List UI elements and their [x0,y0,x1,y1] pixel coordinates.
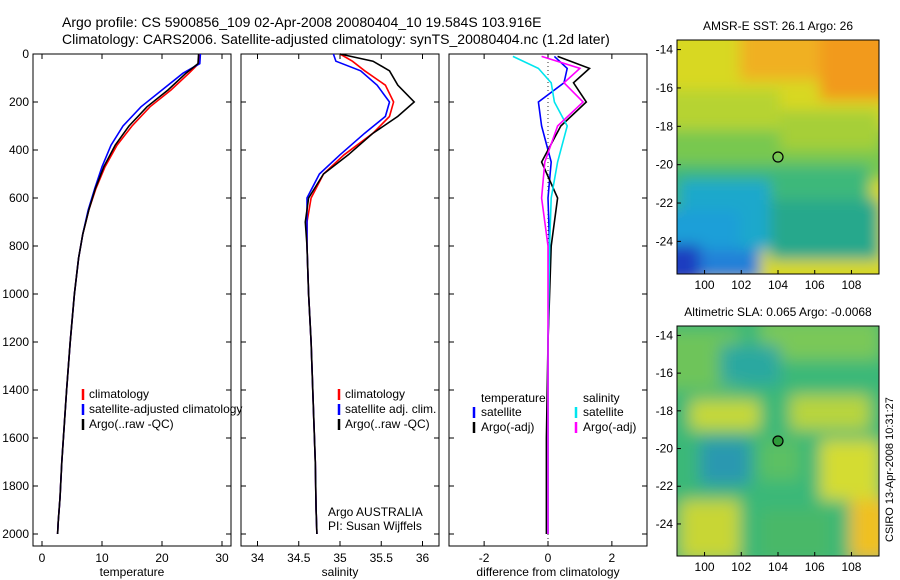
x-tick-label: 34.5 [287,551,311,565]
y-tick-label: 1800 [2,479,29,493]
map-y-tick-label: -14 [656,43,674,57]
y-tick-label: 2000 [2,527,29,541]
map-y-tick-label: -20 [656,158,674,172]
legend-entry: satellite-adjusted climatology [89,402,242,416]
map-y-tick-label: -14 [656,328,674,342]
y-tick-label: 1600 [2,431,29,445]
legend-entry: Argo(..raw -QC) [89,417,174,431]
legend-group-title: salinity [583,391,620,405]
map-x-tick-label: 100 [695,278,715,292]
y-tick-label: 600 [9,191,29,205]
sst-map-title: AMSR-E SST: 26.1 Argo: 26 [703,19,853,33]
map-x-tick-label: 108 [841,560,861,574]
argo-credit-annotation: PI: Susan Wijffels [328,519,422,533]
map-y-tick-label: -16 [656,81,674,95]
legend-group-title: temperature [481,391,546,405]
y-tick-label: 400 [9,143,29,157]
x-tick-label: 20 [155,551,169,565]
legend-entry: satellite [481,405,522,419]
difference-xlabel: difference from climatology [476,565,619,579]
x-tick-label: 36 [416,551,430,565]
map-y-tick-label: -22 [656,196,674,210]
x-tick-label: -2 [479,551,490,565]
legend-entry: Argo(..raw -QC) [345,417,430,431]
map-y-tick-label: -16 [656,366,674,380]
x-tick-label: 0 [39,551,46,565]
footer-credit: CSIRO 13-Apr-2008 10:31:27 [884,397,896,542]
series-climatology [306,53,395,535]
map-x-tick-label: 106 [805,278,825,292]
legend-entry: climatology [89,387,149,401]
map-x-tick-label: 100 [695,560,715,574]
map-y-tick-label: -18 [656,404,674,418]
y-tick-label: 800 [9,239,29,253]
y-tick-label: 0 [22,47,29,61]
figure-title-line1: Argo profile: CS 5900856_109 02-Apr-2008… [62,14,542,30]
map-y-tick-label: -22 [656,479,674,493]
salinity-xlabel: salinity [322,565,359,579]
y-tick-label: 200 [9,95,29,109]
legend-entry: satellite [583,405,624,419]
x-tick-label: 34 [251,551,265,565]
map-x-tick-label: 104 [768,560,788,574]
y-tick-label: 1200 [2,335,29,349]
x-tick-label: 35 [333,551,347,565]
temperature-xlabel: temperature [100,565,165,579]
map-y-tick-label: -24 [656,517,674,531]
map-y-tick-label: -24 [656,234,674,248]
sla-map-title: Altimetric SLA: 0.065 Argo: -0.0068 [684,305,872,319]
x-tick-label: 2 [609,551,616,565]
legend-entry: satellite adj. clim. [345,402,436,416]
x-tick-label: 30 [215,551,229,565]
argo-float-marker-sla [772,435,784,447]
series-temperature-satellite [537,55,569,534]
map-x-tick-label: 106 [805,560,825,574]
argo-credit-annotation: Argo AUSTRALIA [328,505,423,519]
map-x-tick-label: 104 [768,278,788,292]
map-x-tick-label: 102 [731,278,751,292]
y-tick-label: 1400 [2,383,29,397]
salinity-panel: 34 34.5 35 35.5 36 salinity climatologysatelli… [240,53,440,579]
legend-entry: Argo(-adj) [481,420,534,434]
series-salinity-argo-adj- [540,55,585,534]
map-y-tick-label: -20 [656,442,674,456]
x-tick-label: 10 [95,551,109,565]
series-argo-raw-qc- [304,53,416,535]
temperature-panel: 0 10 20 30 0 200 400 600 800 1000 1200 1400 1600 1800… [2,47,242,579]
x-tick-label: 35.5 [370,551,394,565]
map-x-tick-label: 102 [731,560,751,574]
map-y-tick-label: -18 [656,119,674,133]
legend-entry: Argo(-adj) [583,420,636,434]
x-tick-label: 0 [545,551,552,565]
series-satellite-adj-clim- [306,53,391,535]
series-argo-raw-qc- [56,53,200,535]
argo-float-marker [772,151,784,163]
y-tick-label: 1000 [2,287,29,301]
figure-title-line2: Climatology: CARS2006. Satellite-adjuste… [62,31,610,47]
sla-map: Altimetric SLA: 0.065 Argo: -0.0068 100 1… [656,305,880,574]
map-x-tick-label: 108 [841,278,861,292]
sst-field [677,40,879,274]
legend-entry: climatology [345,387,405,401]
sst-map: AMSR-E SST: 26.1 Argo: 26 100 102 104 106 10… [656,19,880,292]
